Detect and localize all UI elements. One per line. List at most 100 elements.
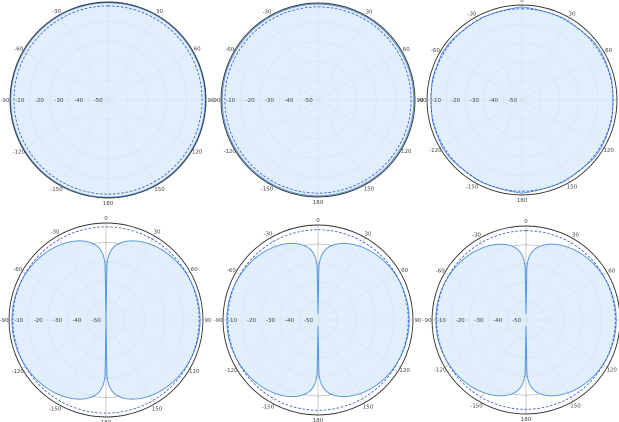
angle-tick-label: -90 — [418, 98, 427, 104]
radial-tick-label: -30 — [265, 98, 274, 104]
angle-tick-label: 0 — [316, 0, 320, 2]
radial-tick-label: -40 — [74, 98, 83, 104]
angle-tick-label: 120 — [401, 149, 412, 155]
polar-chart-1: 0 30 60 90 120 150 180 -150 -120 -90 -60 -30 -10 -20 -… — [1, 0, 215, 207]
polar-chart-2: 0 30 60 90 120 150 180 -150 -120 -90 -60 -30 -10 -20 -… — [212, 0, 424, 206]
radial-tick-label: -20 — [247, 318, 256, 324]
angle-tick-label: 150 — [570, 404, 581, 410]
angle-tick-label: -120 — [11, 369, 24, 375]
polar-chart-3: 0 30 60 90 120 150 180 -150 -120 -90 -60 -30 -10 -20 -… — [418, 0, 619, 204]
radial-tick-label: -30 — [475, 318, 484, 324]
radial-tick-label: -50 — [512, 318, 521, 324]
angle-tick-label: -30 — [51, 230, 60, 236]
angle-tick-label: 60 — [403, 47, 410, 53]
outer-ring — [431, 225, 619, 415]
radial-tick-label: -20 — [456, 318, 465, 324]
outer-ring — [426, 4, 618, 196]
angle-tick-label: 30 — [572, 232, 579, 238]
angle-tick-label: 0 — [104, 216, 108, 222]
measured-pattern-series — [10, 2, 206, 198]
angle-tick-label: -30 — [52, 9, 61, 15]
angle-tick-label: -150 — [50, 187, 63, 193]
radial-tick-label: -10 — [437, 318, 446, 324]
angle-tick-label: -120 — [429, 148, 442, 154]
angle-tick-label: 90 — [415, 318, 422, 324]
angle-tick-label: -60 — [431, 48, 440, 54]
radial-tick-label: -40 — [284, 98, 293, 104]
measured-pattern-series — [435, 243, 617, 397]
outer-ring — [9, 1, 207, 199]
angle-tick-label: 30 — [569, 11, 576, 17]
angle-tick-label: 150 — [154, 187, 165, 193]
measured-pattern-series — [221, 3, 415, 197]
radial-tick-label: -10 — [226, 98, 235, 104]
angle-tick-label: 150 — [152, 406, 163, 412]
radial-tick-label: -20 — [35, 98, 44, 104]
angle-tick-label: 0 — [520, 0, 524, 4]
reference-pattern-series — [12, 226, 200, 414]
angle-tick-label: 120 — [189, 369, 200, 375]
angle-tick-label: 180 — [101, 420, 112, 422]
angle-tick-label: 150 — [567, 185, 578, 191]
angle-tick-label: 90 — [205, 318, 212, 324]
radial-tick-label: -50 — [508, 98, 517, 104]
radial-tick-label: -50 — [304, 318, 313, 324]
angle-tick-label: -60 — [225, 47, 234, 53]
angle-tick-label: 120 — [399, 368, 410, 374]
angle-tick-label: 0 — [106, 0, 110, 1]
outer-ring — [8, 222, 204, 418]
angle-tick-label: -30 — [264, 231, 273, 237]
radial-tick-label: -10 — [228, 318, 237, 324]
radial-tick-label: -30 — [55, 98, 64, 104]
reference-pattern-series — [436, 230, 616, 410]
radial-tick-label: -20 — [451, 98, 460, 104]
reference-pattern-series — [13, 5, 203, 195]
radial-tick-label: -50 — [304, 98, 313, 104]
reference-pattern-series — [224, 6, 412, 194]
angle-tick-label: -120 — [13, 150, 26, 156]
angle-tick-label: 180 — [103, 201, 114, 207]
angle-tick-label: -120 — [434, 368, 447, 374]
angle-tick-label: 120 — [603, 148, 614, 154]
angle-tick-label: -90 — [423, 318, 432, 324]
angle-tick-label: 60 — [401, 268, 408, 274]
angle-tick-label: 120 — [606, 368, 617, 374]
angle-tick-label: -150 — [49, 406, 62, 412]
radial-tick-label: -10 — [14, 318, 23, 324]
angle-tick-label: 30 — [156, 9, 163, 15]
radial-tick-label: -40 — [285, 318, 294, 324]
radial-tick-label: -30 — [266, 318, 275, 324]
angle-tick-label: -150 — [470, 404, 483, 410]
radial-tick-label: -30 — [53, 318, 62, 324]
radial-tick-label: -30 — [470, 98, 479, 104]
angle-tick-label: -30 — [472, 232, 481, 238]
angle-tick-label: 60 — [608, 269, 615, 275]
angle-tick-label: 90 — [208, 98, 215, 104]
radial-tick-label: -50 — [92, 318, 101, 324]
angle-tick-label: -120 — [225, 368, 238, 374]
angle-tick-label: 30 — [154, 230, 161, 236]
polar-chart-4: 0 30 60 90 120 150 180 -150 -120 -90 -60 -30 -10 -20 -… — [0, 216, 212, 422]
angle-tick-label: -30 — [263, 10, 272, 16]
angle-tick-label: 60 — [605, 48, 612, 54]
angle-tick-label: 0 — [524, 219, 528, 225]
angle-tick-label: 0 — [316, 218, 320, 224]
angle-tick-label: 30 — [366, 10, 373, 16]
radial-tick-label: -10 — [432, 98, 441, 104]
measured-pattern-series — [430, 6, 614, 194]
angle-tick-label: 120 — [192, 150, 203, 156]
angle-tick-label: 180 — [313, 200, 324, 206]
measured-pattern-series — [226, 242, 410, 398]
angle-tick-label: -90 — [0, 318, 9, 324]
angle-tick-label: 150 — [364, 186, 375, 192]
radial-tick-label: -40 — [493, 318, 502, 324]
angle-tick-label: -150 — [262, 405, 275, 411]
angle-tick-label: -60 — [14, 47, 23, 53]
angle-tick-label: -150 — [261, 186, 274, 192]
angle-tick-label: -60 — [227, 268, 236, 274]
angle-tick-label: 180 — [517, 198, 528, 204]
radial-tick-label: -40 — [72, 318, 81, 324]
angle-tick-label: 180 — [521, 417, 532, 422]
outer-ring — [222, 224, 414, 416]
